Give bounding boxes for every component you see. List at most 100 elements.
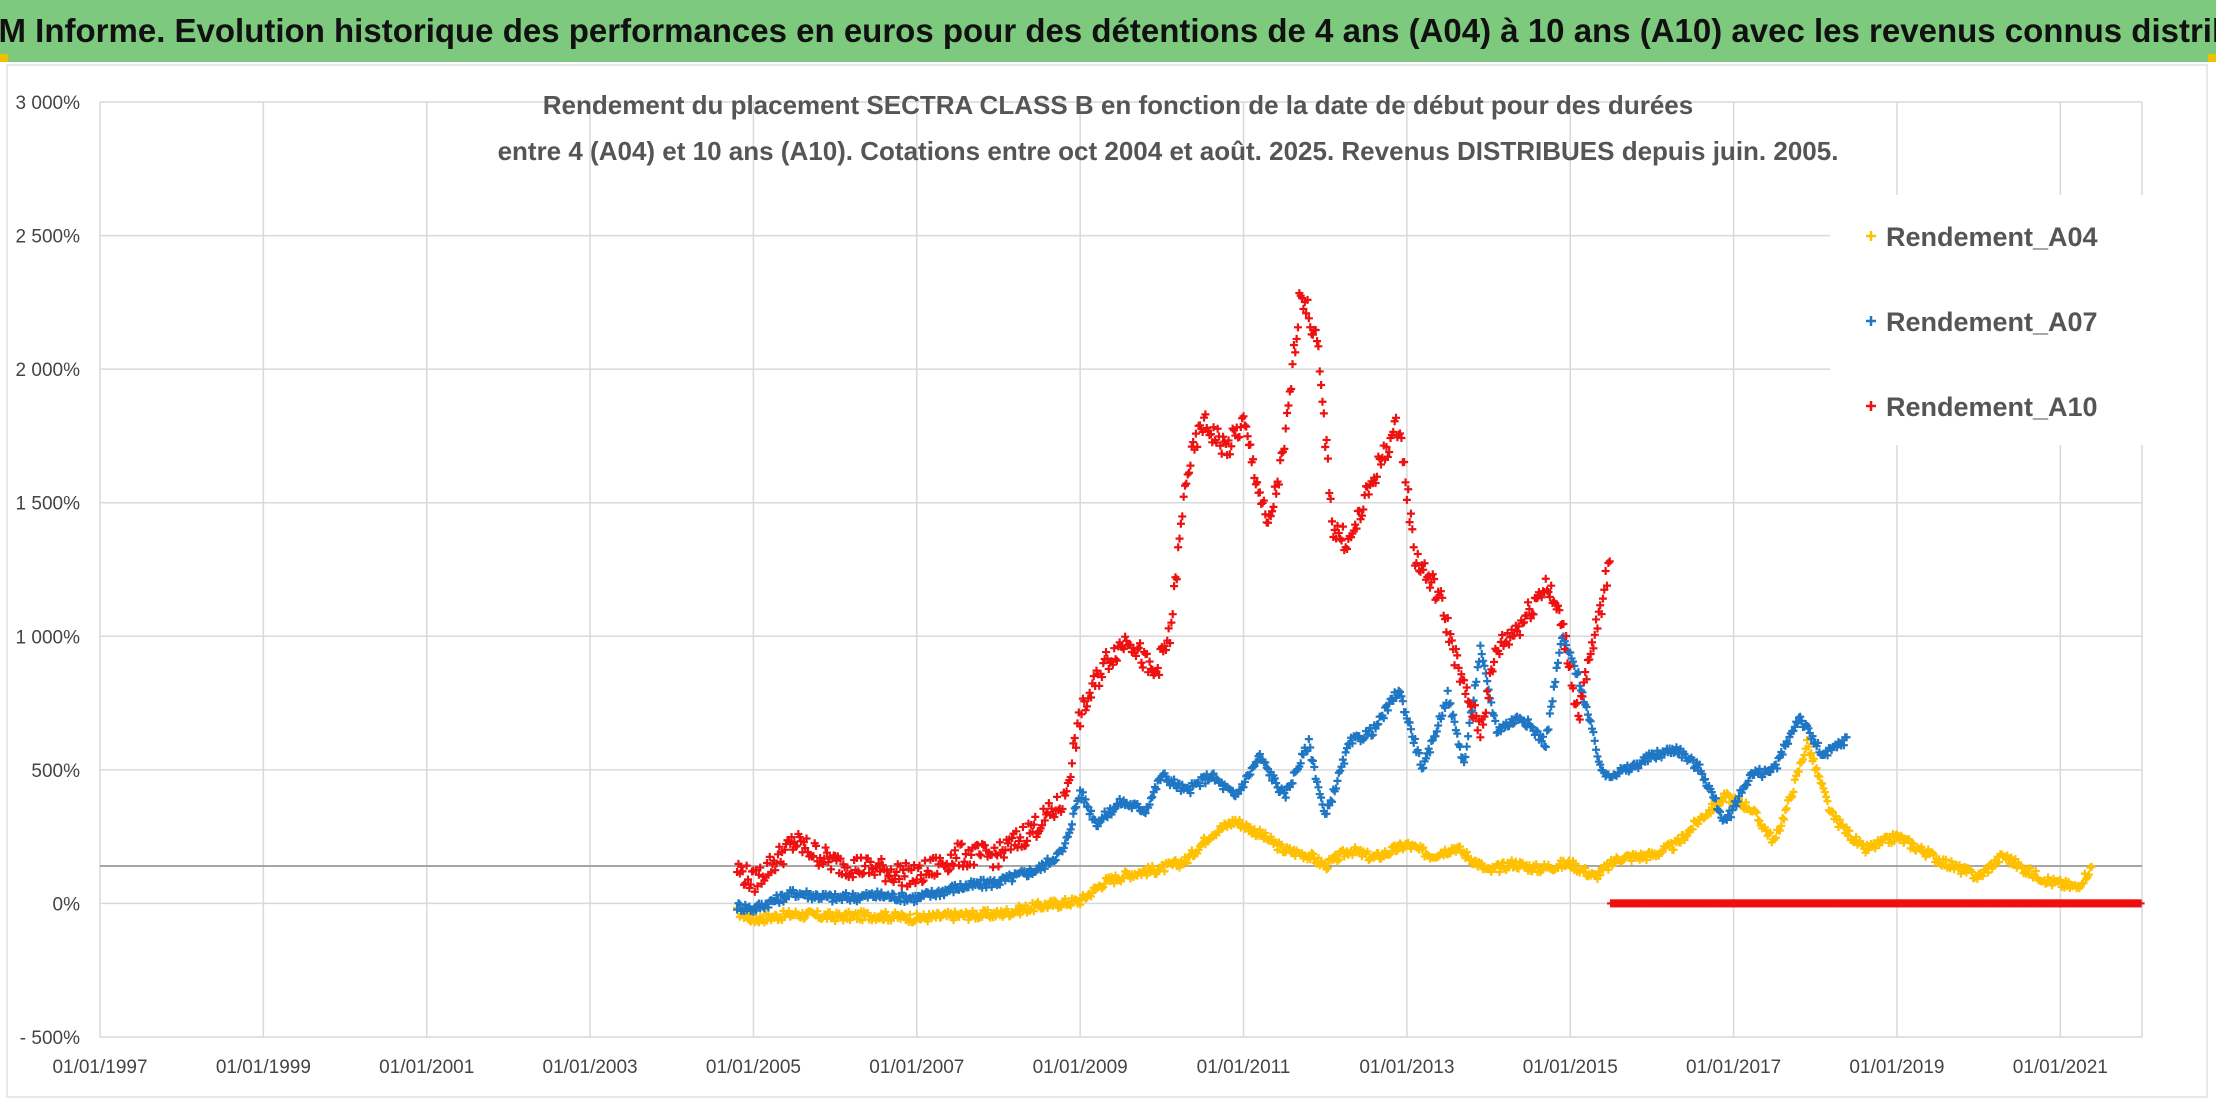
data-point bbox=[754, 870, 763, 879]
y-tick-label: 0% bbox=[53, 894, 81, 915]
data-point bbox=[746, 880, 755, 889]
data-point bbox=[1340, 759, 1349, 768]
data-point bbox=[1789, 726, 1798, 735]
data-point bbox=[1445, 700, 1454, 709]
data-point bbox=[990, 843, 999, 852]
data-point bbox=[2003, 851, 2012, 860]
data-point bbox=[1818, 779, 1827, 788]
data-point bbox=[801, 913, 810, 922]
data-point bbox=[1491, 716, 1500, 725]
data-point bbox=[1431, 732, 1440, 741]
data-point bbox=[1420, 559, 1429, 568]
data-point bbox=[1379, 714, 1388, 723]
data-point bbox=[1334, 528, 1343, 537]
data-point bbox=[786, 839, 795, 848]
data-point bbox=[1089, 672, 1098, 681]
data-point bbox=[1575, 681, 1584, 690]
x-tick-label: 01/01/2005 bbox=[706, 1057, 801, 1078]
data-point bbox=[1287, 385, 1296, 394]
data-point bbox=[1043, 904, 1052, 913]
data-point bbox=[1371, 479, 1380, 488]
data-point bbox=[881, 877, 890, 886]
data-point bbox=[1446, 630, 1455, 639]
x-tick-label: 01/01/2001 bbox=[379, 1057, 474, 1078]
data-point bbox=[1112, 656, 1121, 665]
data-point bbox=[1775, 826, 1784, 835]
data-point bbox=[1419, 565, 1428, 574]
data-point bbox=[1583, 710, 1592, 719]
data-point bbox=[1917, 842, 1926, 851]
data-point bbox=[1460, 676, 1469, 685]
data-point bbox=[1038, 821, 1047, 830]
data-point bbox=[1281, 793, 1290, 802]
data-point bbox=[1246, 823, 1255, 832]
data-point bbox=[1268, 507, 1277, 516]
data-point bbox=[1473, 726, 1482, 735]
data-point bbox=[1255, 750, 1264, 759]
data-point bbox=[1172, 575, 1181, 584]
data-point bbox=[1332, 850, 1341, 859]
data-point bbox=[1255, 825, 1264, 834]
data-point bbox=[1515, 631, 1524, 640]
data-point bbox=[1547, 581, 1556, 590]
data-point bbox=[1500, 864, 1509, 873]
data-point bbox=[1061, 791, 1070, 800]
data-point bbox=[1778, 813, 1787, 822]
data-point bbox=[1396, 429, 1405, 438]
data-point bbox=[1480, 712, 1489, 721]
data-point bbox=[753, 882, 762, 891]
data-point bbox=[1752, 808, 1761, 817]
data-point bbox=[1136, 639, 1145, 648]
data-point bbox=[1827, 807, 1836, 816]
data-point bbox=[1322, 809, 1331, 818]
data-point bbox=[1588, 638, 1597, 647]
x-tick-label: 01/01/2007 bbox=[869, 1057, 964, 1078]
data-point bbox=[1562, 631, 1571, 640]
legend-marker bbox=[1866, 231, 1876, 241]
data-point bbox=[1694, 819, 1703, 828]
x-tick-label: 01/01/2021 bbox=[2013, 1057, 2108, 1078]
data-point bbox=[895, 893, 904, 902]
data-point bbox=[1507, 625, 1516, 634]
data-point bbox=[1213, 424, 1222, 433]
data-point bbox=[1627, 764, 1636, 773]
data-point bbox=[1080, 697, 1089, 706]
data-point bbox=[1404, 485, 1413, 494]
data-point bbox=[1589, 728, 1598, 737]
data-point bbox=[1461, 753, 1470, 762]
data-point bbox=[1012, 907, 1021, 916]
data-point bbox=[1566, 661, 1575, 670]
data-point bbox=[1315, 367, 1324, 376]
data-point bbox=[1438, 711, 1447, 720]
data-point bbox=[1280, 788, 1289, 797]
data-point bbox=[1774, 754, 1783, 763]
data-point bbox=[1592, 745, 1601, 754]
data-point bbox=[1398, 697, 1407, 706]
data-point bbox=[1405, 518, 1414, 527]
y-axis-ticks: 3 000% 2 500% 2 000% 1 500% 1 000% 500% 0% - 50… bbox=[16, 93, 81, 1049]
data-point bbox=[1276, 456, 1285, 465]
data-point bbox=[1789, 787, 1798, 796]
data-point bbox=[1553, 658, 1562, 667]
data-point bbox=[847, 868, 856, 877]
data-point bbox=[912, 875, 921, 884]
data-point bbox=[1402, 495, 1411, 504]
data-point bbox=[1212, 438, 1221, 447]
data-point bbox=[949, 888, 958, 897]
data-point bbox=[1590, 736, 1599, 745]
data-point bbox=[828, 912, 837, 921]
data-point bbox=[1364, 490, 1373, 499]
data-point bbox=[1799, 755, 1808, 764]
data-point bbox=[1781, 805, 1790, 814]
data-point bbox=[1568, 684, 1577, 693]
data-point bbox=[1574, 668, 1583, 677]
data-point bbox=[972, 909, 981, 918]
y-tick-label: 500% bbox=[31, 761, 80, 782]
data-point bbox=[1415, 749, 1424, 758]
data-point bbox=[1462, 742, 1471, 751]
data-point bbox=[1537, 737, 1546, 746]
data-point bbox=[1099, 659, 1108, 668]
data-point bbox=[1355, 506, 1364, 515]
data-point bbox=[1575, 715, 1584, 724]
data-point bbox=[1984, 868, 1993, 877]
